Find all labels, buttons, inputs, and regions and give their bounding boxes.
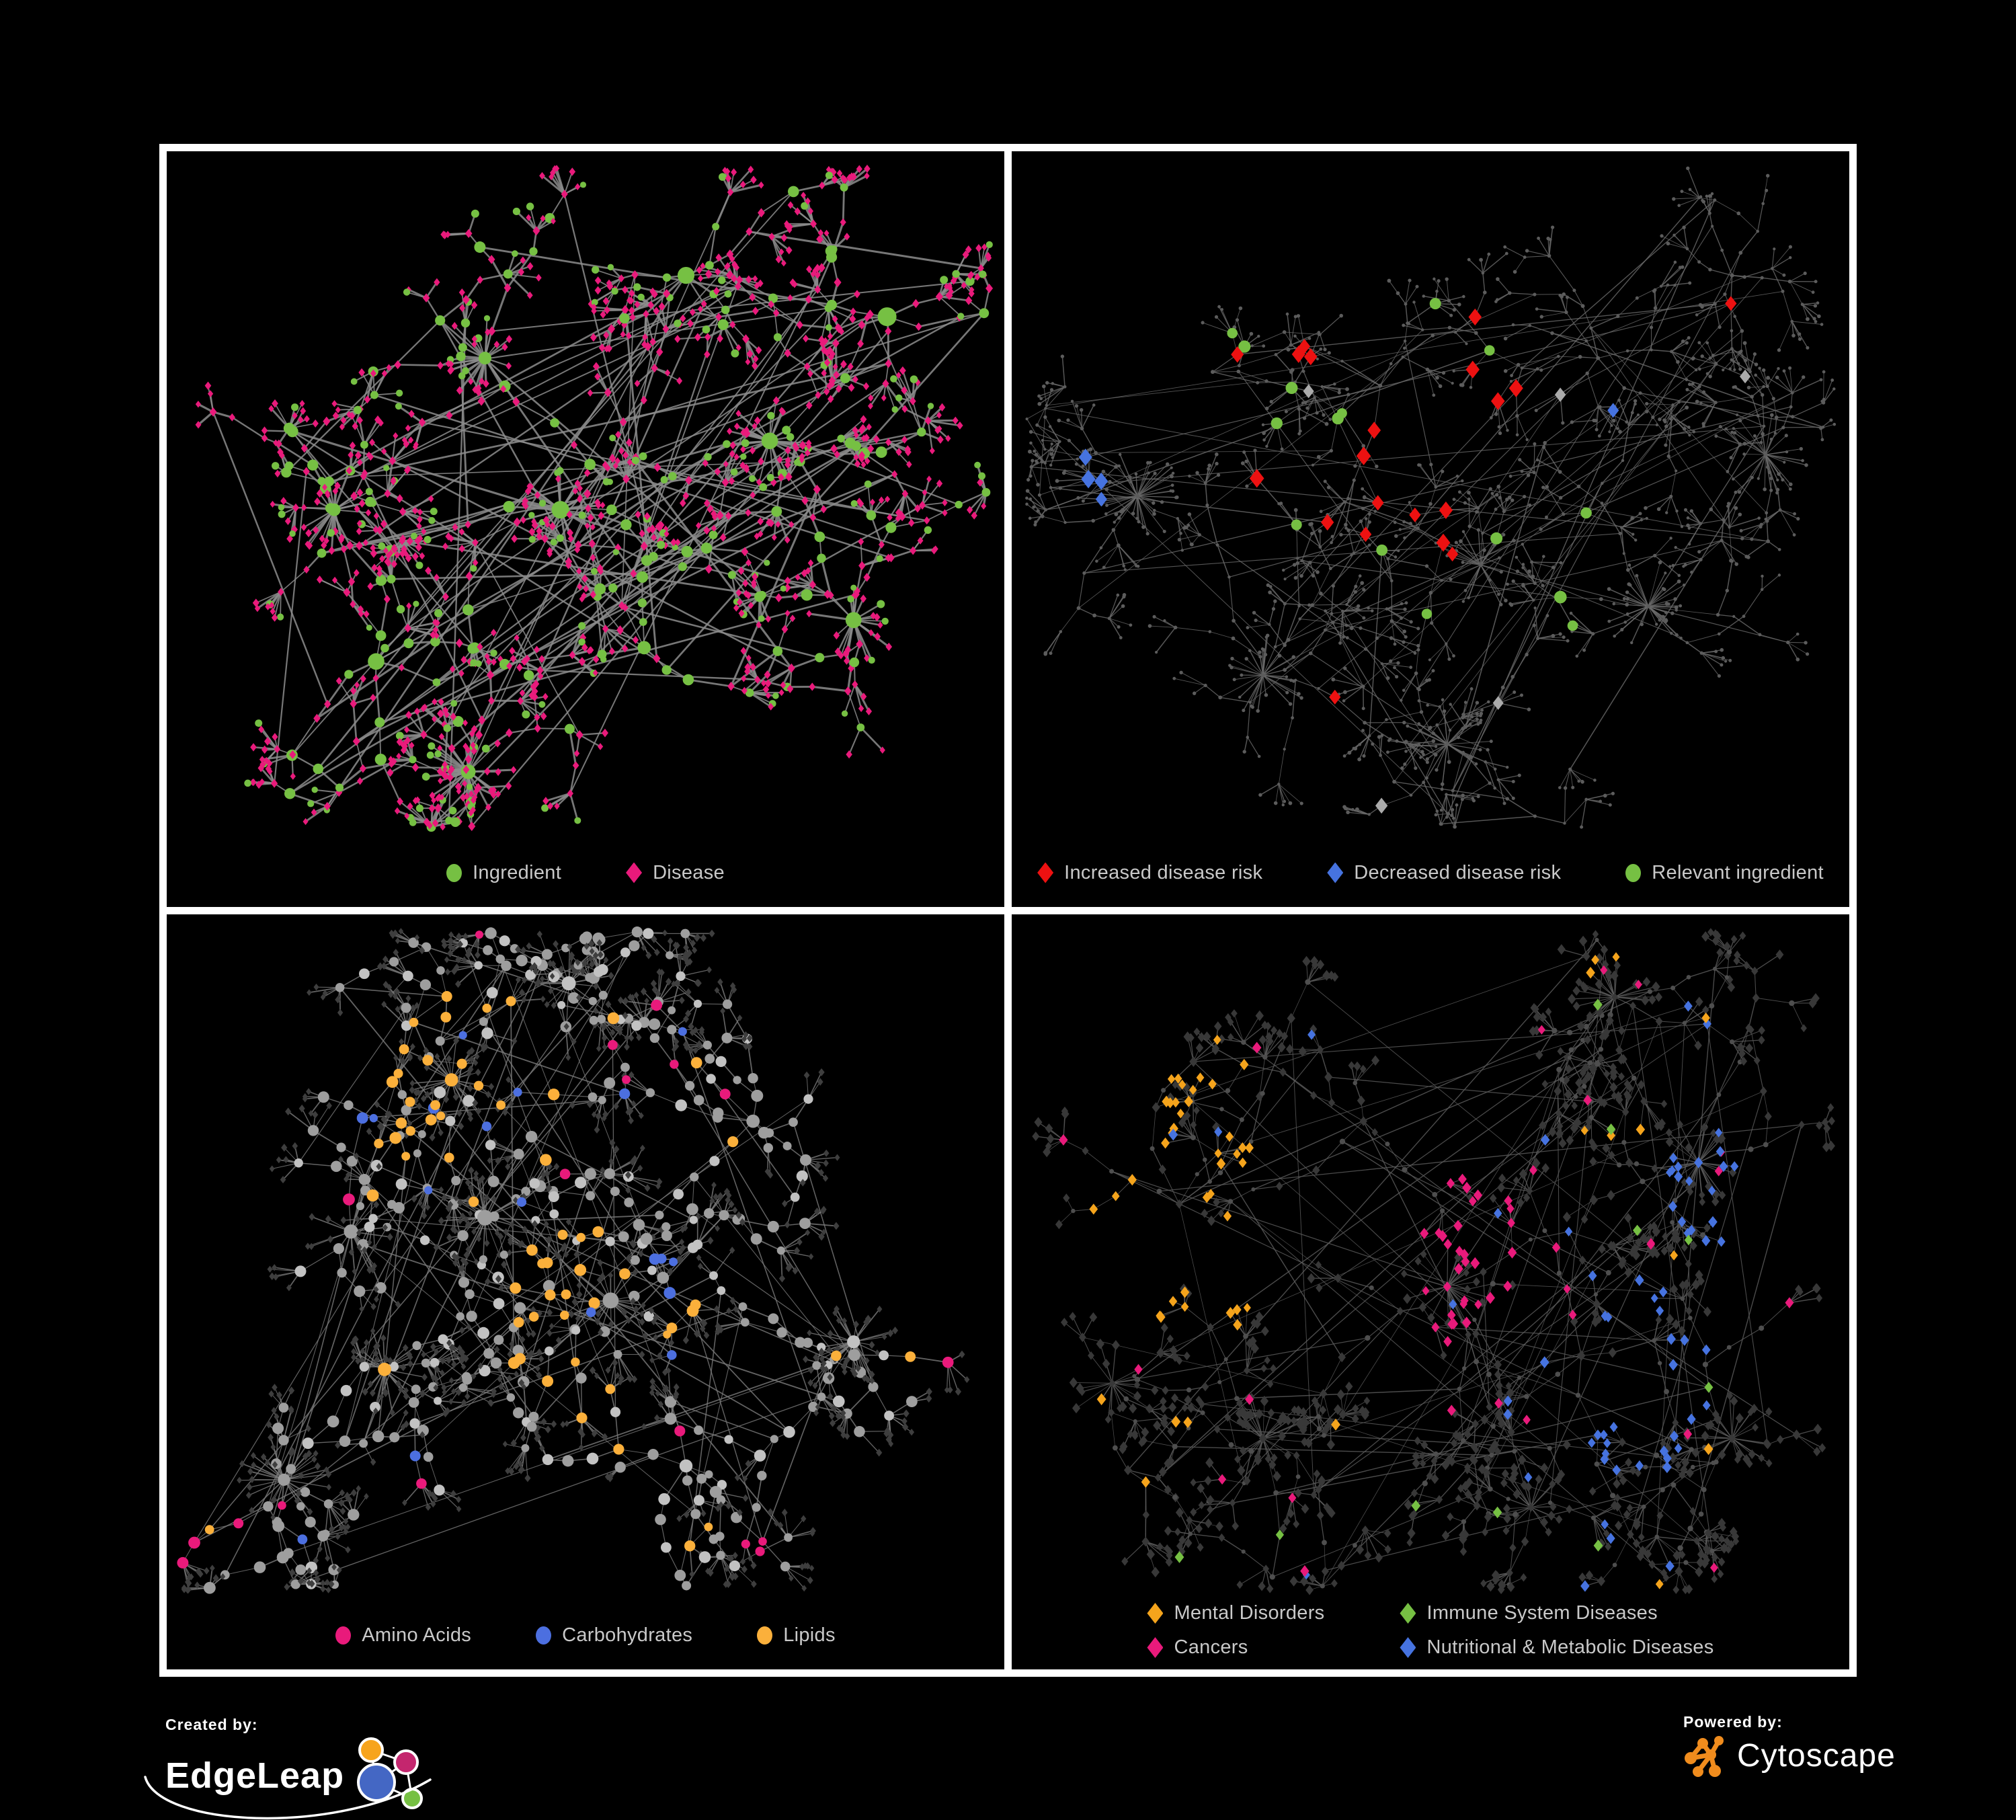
legend-item: Lipids (757, 1624, 836, 1647)
legend-item: Amino Acids (335, 1624, 471, 1647)
disease-categories-legend: Mental Disorders Immune System Diseases Ca… (1012, 1602, 1849, 1659)
legend-diamond-icon (626, 862, 643, 883)
legend-circle-icon (1625, 863, 1642, 882)
legend-circle-icon (757, 1626, 773, 1645)
cytoscape-logo-icon (1685, 1736, 1724, 1777)
panel-ingredient-disease: Ingredient Disease (167, 151, 1004, 907)
legend-label: Amino Acids (362, 1624, 472, 1646)
disease-risk-network (1025, 166, 1837, 829)
legend-label: Mental Disorders (1174, 1602, 1325, 1624)
legend-label: Disease (653, 861, 725, 883)
powered-by-label: Powered by: (1683, 1713, 1783, 1731)
edgeleap-branding: Created by: EdgeLeap (144, 1716, 432, 1820)
legend-item: Carbohydrates (536, 1624, 692, 1647)
legend-circle-icon (335, 1626, 352, 1645)
legend-label: Decreased disease risk (1354, 861, 1562, 883)
legend-circle-icon (446, 863, 462, 882)
ingredient-classes-network (177, 926, 970, 1594)
legend-label: Cancers (1174, 1636, 1248, 1658)
edgeleap-logo-icon (357, 1737, 424, 1809)
legend-item: Ingredient (446, 862, 561, 884)
cytoscape-wordmark: Cytoscape (1737, 1737, 1896, 1774)
legend-label: Increased disease risk (1064, 861, 1263, 883)
legend-diamond-icon (1400, 1603, 1416, 1624)
legend-diamond-icon (1037, 862, 1054, 883)
ingredient-disease-legend: Ingredient Disease (167, 862, 1004, 884)
legend-diamond-icon (1147, 1603, 1164, 1624)
legend-item: Relevant ingredient (1625, 862, 1824, 884)
legend-diamond-icon (1400, 1637, 1416, 1658)
legend-label: Lipids (783, 1624, 836, 1646)
legend-circle-icon (536, 1626, 552, 1645)
legend-label: Relevant ingredient (1652, 861, 1824, 883)
legend-label: Immune System Diseases (1426, 1602, 1658, 1624)
legend-label: Ingredient (473, 861, 562, 883)
cytoscape-branding: Powered by: (1683, 1713, 1896, 1777)
legend-item: Cancers (1147, 1636, 1324, 1659)
legend-label: Carbohydrates (562, 1624, 693, 1646)
disease-risk-legend: Increased disease risk Decreased disease … (1012, 862, 1849, 884)
panel-disease-risk: Increased disease risk Decreased disease … (1012, 151, 1849, 907)
edgeleap-wordmark: EdgeLeap (165, 1755, 345, 1796)
panel-disease-categories: Mental Disorders Immune System Diseases Ca… (1012, 914, 1849, 1669)
ingredient-disease-network (195, 164, 994, 832)
ingredient-classes-legend: Amino Acids Carbohydrates Lipids (167, 1624, 1004, 1647)
legend-item: Disease (626, 862, 725, 884)
disease-categories-network (1032, 927, 1835, 1595)
panel-grid-frame: Ingredient Disease Increased disease risk… (159, 144, 1857, 1677)
legend-label: Nutritional & Metabolic Diseases (1426, 1636, 1714, 1658)
created-by-label: Created by: (165, 1716, 258, 1733)
legend-item: Decreased disease risk (1327, 862, 1561, 884)
legend-item: Mental Disorders (1147, 1602, 1324, 1624)
legend-item: Increased disease risk (1037, 862, 1262, 884)
panel-ingredient-classes: Amino Acids Carbohydrates Lipids (167, 914, 1004, 1669)
legend-item: Nutritional & Metabolic Diseases (1400, 1636, 1713, 1659)
legend-item: Immune System Diseases (1400, 1602, 1713, 1624)
legend-diamond-icon (1147, 1637, 1164, 1658)
legend-diamond-icon (1327, 862, 1344, 883)
